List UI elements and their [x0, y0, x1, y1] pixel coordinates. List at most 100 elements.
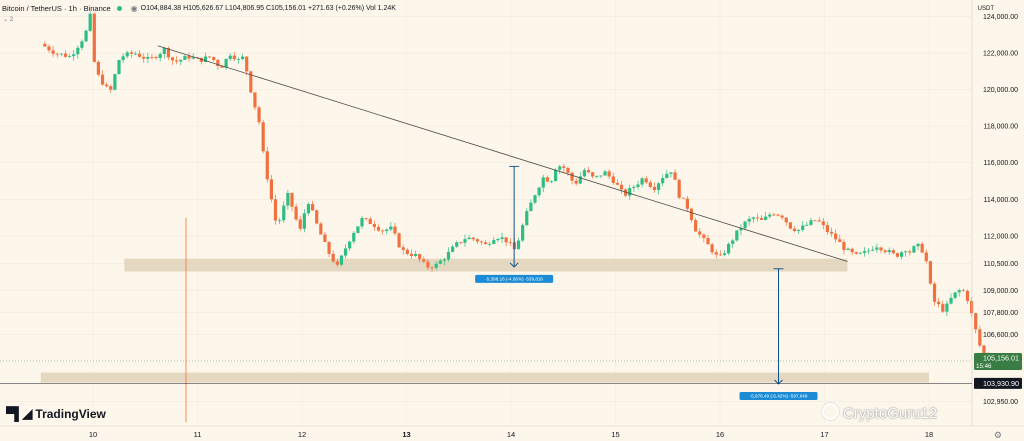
candle-body	[492, 240, 496, 244]
candle-body	[146, 56, 150, 59]
candle-body	[941, 304, 945, 312]
candle-body	[537, 187, 541, 196]
candle-body	[253, 92, 257, 108]
candle-body	[953, 292, 957, 298]
candle-body	[829, 231, 834, 234]
measure-label: -5,398.16 (-4.66%) -539,816	[485, 277, 543, 282]
x-tick-label: 16	[716, 430, 724, 439]
candle-body	[726, 243, 731, 254]
candle-body	[199, 57, 203, 62]
candle-body	[895, 253, 900, 257]
candle-body	[418, 254, 422, 260]
candle-body	[483, 242, 488, 245]
candle-body	[619, 184, 624, 190]
y-tick-label: 106,600.00	[983, 332, 1018, 339]
symbol-title[interactable]: Bitcoin / TetherUS · 1h · Binance	[2, 3, 111, 13]
candle-body	[109, 86, 113, 90]
candle-body	[129, 52, 133, 54]
candle-body	[747, 218, 751, 222]
candle-body	[867, 250, 871, 252]
candle-body	[479, 241, 484, 243]
candle-body	[541, 177, 545, 188]
indicator-toggle[interactable]: ⌄ 2	[3, 17, 14, 23]
candle-body	[632, 186, 636, 189]
candle-body	[776, 214, 780, 216]
measure-label: -5,976.49 (-5.42%) -597,649	[750, 394, 808, 399]
tradingview-logo[interactable]: ▀▌◢ TradingView	[6, 406, 106, 422]
x-tick-label: 14	[507, 430, 515, 439]
candle-body	[722, 253, 727, 255]
candle-body	[133, 53, 138, 55]
candle-body	[937, 301, 941, 305]
candle-body	[751, 217, 755, 219]
candle-body	[731, 240, 735, 244]
candle-body	[780, 215, 784, 218]
candle-body	[624, 189, 628, 196]
candle-body	[175, 60, 179, 62]
candle-body	[389, 226, 393, 230]
candle-body	[838, 239, 842, 243]
candle-body	[599, 175, 603, 177]
candle-body	[904, 251, 908, 253]
candle-body	[372, 223, 376, 227]
candle-body	[694, 220, 698, 232]
candle-body	[356, 226, 360, 233]
candle-body	[665, 173, 669, 179]
candle-body	[397, 233, 401, 248]
candle-body	[755, 217, 760, 219]
chart-header: Bitcoin / TetherUS · 1h · Binance ◉ O104…	[0, 0, 396, 16]
candle-body	[508, 242, 512, 244]
candle-body	[228, 55, 232, 59]
last-price-tag	[974, 352, 1022, 370]
candle-body	[549, 181, 554, 182]
candle-body	[364, 218, 368, 219]
candle-body	[434, 263, 438, 268]
candle-body	[216, 60, 220, 67]
y-tick-label: 102,950.00	[983, 399, 1018, 406]
candle-body	[203, 56, 208, 62]
candle-body	[105, 84, 109, 87]
candle-body	[797, 229, 801, 231]
candle-body	[496, 239, 500, 241]
candle-body	[718, 254, 722, 256]
candle-body	[232, 55, 236, 60]
candle-body	[949, 297, 953, 304]
candle-body	[72, 54, 76, 57]
x-tick-label: 13	[402, 430, 410, 439]
candle-body	[422, 259, 426, 262]
candle-body	[636, 184, 640, 187]
y-tick-label: 114,000.00	[983, 197, 1018, 204]
candle-body	[743, 221, 747, 229]
candle-body	[677, 179, 681, 198]
candle-body	[265, 151, 269, 180]
candle-body	[51, 50, 55, 54]
candle-body	[405, 249, 409, 254]
axis-unit: USDT	[977, 6, 994, 12]
candle-body	[442, 259, 446, 261]
candle-body	[850, 248, 854, 253]
candle-body	[801, 225, 805, 230]
candle-body	[871, 249, 875, 251]
indicator-count: 2	[9, 17, 14, 23]
candle-body	[463, 239, 467, 243]
candle-body	[669, 172, 673, 174]
candle-body	[76, 47, 80, 55]
candle-body	[426, 261, 430, 268]
candle-body	[43, 43, 47, 47]
candle-body	[290, 192, 294, 207]
candle-body	[570, 172, 574, 181]
candle-body	[352, 232, 356, 242]
candle-body	[879, 247, 883, 251]
candle-body	[459, 242, 463, 244]
candle-body	[920, 243, 924, 253]
measure-label-box	[475, 274, 554, 283]
candle-body	[908, 251, 912, 253]
candle-body	[854, 252, 858, 254]
candle-body	[294, 206, 298, 220]
crosshair-price-tag	[974, 377, 1022, 389]
eye-icon[interactable]: ◉	[130, 3, 138, 13]
gear-icon[interactable]: ⚙	[993, 430, 1002, 440]
measure-arrow	[774, 379, 783, 385]
candle-body	[446, 251, 451, 260]
